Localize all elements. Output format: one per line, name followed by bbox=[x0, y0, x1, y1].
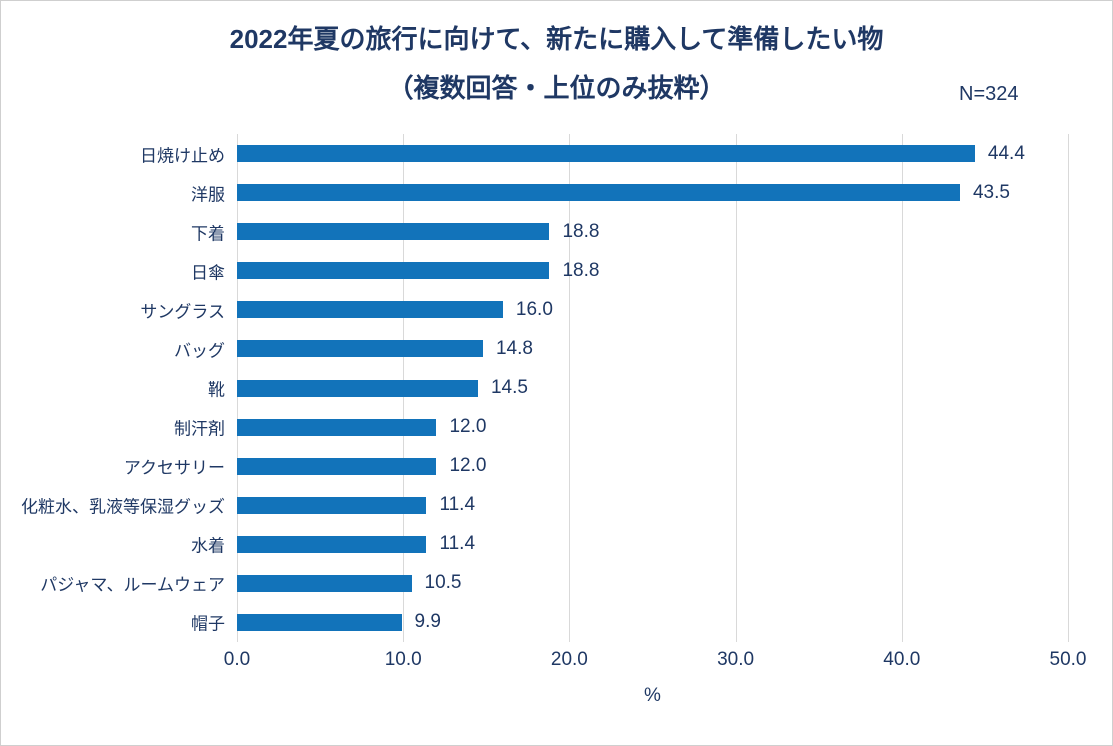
category-label: 制汗剤 bbox=[174, 419, 225, 439]
bar bbox=[237, 145, 975, 163]
x-tick-label: 10.0 bbox=[384, 649, 422, 670]
value-label: 14.5 bbox=[490, 377, 528, 398]
category-label: アクセサリー bbox=[123, 458, 225, 478]
category-label: パジャマ、ルームウェア bbox=[40, 575, 225, 595]
value-label: 10.5 bbox=[424, 572, 462, 594]
category-label: 水着 bbox=[191, 536, 225, 556]
category-label: 帽子 bbox=[191, 614, 225, 634]
gridline bbox=[901, 134, 903, 642]
bar-row: 日焼け止め 44.4 bbox=[140, 134, 1068, 173]
value-label: 18.8 bbox=[562, 220, 600, 242]
bar bbox=[237, 418, 437, 436]
value-label: 11.4 bbox=[439, 494, 476, 516]
chart-title-line2: （複数回答・上位のみ抜粋） bbox=[387, 73, 726, 103]
value-label: 9.9 bbox=[414, 611, 441, 633]
bar bbox=[237, 262, 550, 280]
plot-area: 日焼け止め 44.4 洋服 43.5 下着 18.8 日傘 18.8 サングラス… bbox=[21, 134, 1069, 642]
x-tick-label: 40.0 bbox=[883, 649, 921, 670]
bar-row: 靴 14.5 bbox=[208, 368, 1068, 407]
bar bbox=[237, 379, 478, 397]
category-label: 下着 bbox=[191, 224, 225, 244]
bar bbox=[237, 574, 412, 592]
x-tick-label: 50.0 bbox=[1049, 649, 1087, 670]
bar-row: 制汗剤 12.0 bbox=[174, 408, 1068, 447]
category-label: 靴 bbox=[208, 380, 225, 400]
value-label: 16.0 bbox=[515, 298, 553, 320]
bar bbox=[237, 613, 402, 631]
value-label: 12.0 bbox=[449, 455, 487, 477]
value-label: 43.5 bbox=[972, 181, 1010, 203]
value-label: 11.4 bbox=[439, 533, 476, 555]
bar-row: 化粧水、乳液等保湿グッズ 11.4 bbox=[21, 486, 1068, 525]
category-label: バッグ bbox=[174, 341, 225, 361]
bar bbox=[237, 223, 550, 241]
bar-rows: 日焼け止め 44.4 洋服 43.5 下着 18.8 日傘 18.8 サングラス… bbox=[21, 134, 1068, 642]
bar-row: 日傘 18.8 bbox=[191, 251, 1068, 290]
value-label: 12.0 bbox=[449, 416, 487, 438]
bar-row: アクセサリー 12.0 bbox=[124, 447, 1068, 486]
gridline bbox=[735, 134, 737, 642]
x-tick-label: 0.0 bbox=[223, 649, 251, 670]
category-label: 洋服 bbox=[191, 185, 225, 205]
chart-title: 2022年夏の旅行に向けて、新たに購入して準備したい物 （複数回答・上位のみ抜粋… bbox=[1, 15, 1112, 113]
category-label: サングラス bbox=[140, 302, 225, 322]
category-label: 化粧水、乳液等保湿グッズ bbox=[21, 497, 225, 517]
bar bbox=[237, 184, 960, 202]
bar-row: 洋服 43.5 bbox=[191, 173, 1068, 212]
x-tick-label: 20.0 bbox=[550, 649, 588, 670]
value-label: 14.8 bbox=[495, 337, 533, 359]
gridline bbox=[569, 134, 571, 642]
bar-row: 水着 11.4 bbox=[191, 525, 1068, 564]
bar-row: サングラス 16.0 bbox=[140, 290, 1068, 329]
bar-row: バッグ 14.8 bbox=[174, 329, 1068, 368]
gridline bbox=[1068, 134, 1069, 642]
x-axis-ticks: 0.0 10.0 20.0 30.0 40.0 50.0 bbox=[224, 649, 1087, 673]
bar-row: パジャマ、ルームウェア 10.5 bbox=[40, 564, 1068, 603]
value-label: 44.4 bbox=[987, 142, 1025, 164]
bar bbox=[237, 457, 437, 475]
chart-title-line1: 2022年夏の旅行に向けて、新たに購入して準備したい物 bbox=[229, 24, 884, 54]
sample-size-label: N=324 bbox=[959, 83, 1019, 105]
bar bbox=[237, 496, 427, 514]
bar-row: 帽子 9.9 bbox=[191, 603, 1068, 642]
category-label: 日焼け止め bbox=[140, 146, 225, 166]
category-label: 日傘 bbox=[191, 263, 225, 283]
bar-row: 下着 18.8 bbox=[191, 212, 1068, 251]
x-tick-label: 30.0 bbox=[717, 649, 755, 670]
x-axis-title: % bbox=[644, 685, 661, 706]
bar bbox=[237, 301, 503, 319]
bar bbox=[237, 535, 427, 553]
value-label: 18.8 bbox=[562, 259, 600, 281]
bar bbox=[237, 340, 483, 358]
